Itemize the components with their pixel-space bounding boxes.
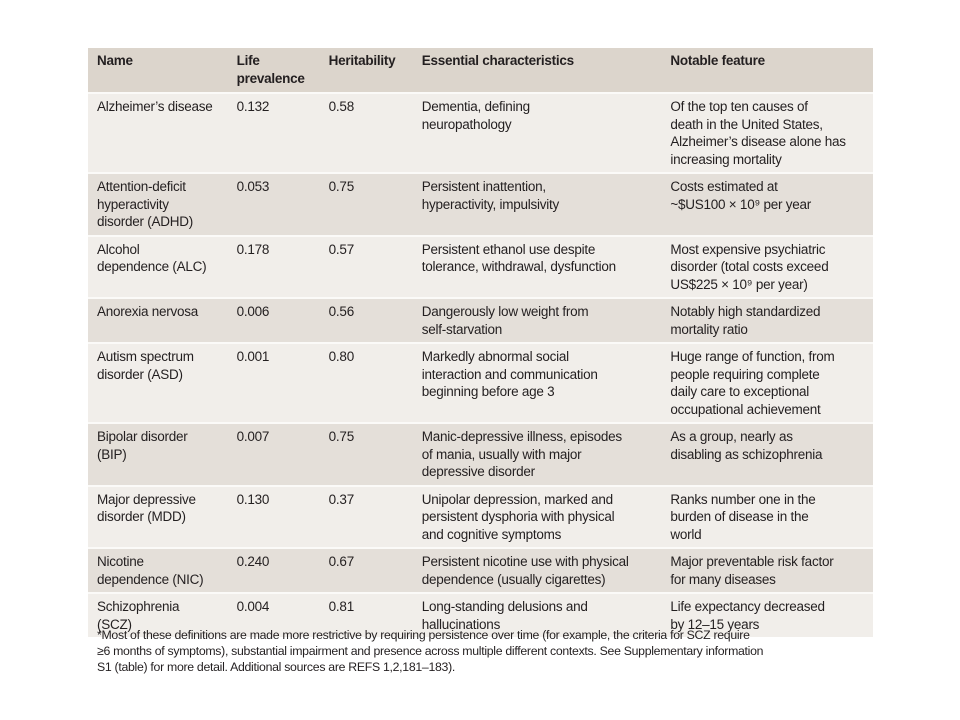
cell-essential: Markedly abnormal social interaction and… bbox=[412, 342, 662, 423]
cell-essential: Persistent inattention, hyperactivity, i… bbox=[412, 172, 662, 236]
table-row: Nicotine dependence (NIC) 0.240 0.67 Persis… bbox=[88, 547, 873, 593]
cell-name: Nicotine dependence (NIC) bbox=[88, 547, 228, 593]
cell-prevalence: 0.240 bbox=[227, 547, 320, 593]
header-heritability: Heritability bbox=[319, 48, 413, 93]
cell-essential: Persistent nicotine use with physical de… bbox=[412, 547, 662, 593]
cell-essential: Long-standing delusions and hallucinatio… bbox=[412, 592, 662, 637]
table-row: Schizophrenia (SCZ) 0.004 0.81 Long-standin… bbox=[88, 592, 873, 637]
cell-prevalence: 0.007 bbox=[227, 422, 320, 486]
cell-name: Attention-deficit hyperactivity disorder… bbox=[88, 172, 228, 236]
cell-heritability: 0.57 bbox=[319, 234, 413, 298]
cell-prevalence: 0.130 bbox=[227, 484, 320, 548]
header-essential-characteristics: Essential characteristics bbox=[412, 48, 662, 93]
cell-essential: Dementia, defining neuropathology bbox=[412, 92, 662, 173]
cell-heritability: 0.75 bbox=[319, 172, 413, 236]
table-row: Anorexia nervosa 0.006 0.56 Dangerously low… bbox=[88, 297, 873, 343]
cell-heritability: 0.58 bbox=[319, 92, 413, 173]
cell-prevalence: 0.053 bbox=[227, 172, 320, 236]
cell-name: Bipolar disorder (BIP) bbox=[88, 422, 228, 486]
cell-notable: Most expensive psychiatric disorder (tot… bbox=[661, 234, 873, 298]
cell-notable: Ranks number one in the burden of diseas… bbox=[661, 484, 873, 548]
table-row: Alcohol dependence (ALC) 0.178 0.57 Persist… bbox=[88, 234, 873, 298]
cell-notable: Huge range of function, from people requ… bbox=[661, 342, 873, 423]
cell-notable: Of the top ten causes of death in the Un… bbox=[661, 92, 873, 173]
table-row: Attention-deficit hyperactivity disorder… bbox=[88, 172, 873, 236]
cell-essential: Persistent ethanol use despite tolerance… bbox=[412, 234, 662, 298]
cell-essential: Unipolar depression, marked and persiste… bbox=[412, 484, 662, 548]
cell-notable: Notably high standardized mortality rati… bbox=[661, 297, 873, 343]
cell-prevalence: 0.178 bbox=[227, 234, 320, 298]
table-row: Major depressive disorder (MDD) 0.130 0.37… bbox=[88, 484, 873, 548]
header-life-prevalence: Life prevalence bbox=[227, 48, 320, 93]
cell-heritability: 0.75 bbox=[319, 422, 413, 486]
cell-notable: As a group, nearly as disabling as schiz… bbox=[661, 422, 873, 486]
cell-notable: Costs estimated at ~$US100 × 10⁹ per yea… bbox=[661, 172, 873, 236]
cell-name: Alzheimer’s disease bbox=[88, 92, 228, 173]
cell-name: Autism spectrum disorder (ASD) bbox=[88, 342, 228, 423]
cell-name: Anorexia nervosa bbox=[88, 297, 228, 343]
cell-name: Major depressive disorder (MDD) bbox=[88, 484, 228, 548]
header-row: Name Life prevalence Heritability Essent… bbox=[88, 48, 873, 93]
footnote: *Most of these definitions are made more… bbox=[97, 628, 764, 674]
cell-prevalence: 0.132 bbox=[227, 92, 320, 173]
table-row: Autism spectrum disorder (ASD) 0.001 0.80 M… bbox=[88, 342, 873, 423]
cell-heritability: 0.56 bbox=[319, 297, 413, 343]
header-name: Name bbox=[88, 48, 228, 93]
cell-prevalence: 0.001 bbox=[227, 342, 320, 423]
cell-prevalence: 0.004 bbox=[227, 592, 320, 637]
cell-heritability: 0.81 bbox=[319, 592, 413, 637]
table-row: Bipolar disorder (BIP) 0.007 0.75 Manic-dep… bbox=[88, 422, 873, 486]
cell-name: Alcohol dependence (ALC) bbox=[88, 234, 228, 298]
cell-heritability: 0.67 bbox=[319, 547, 413, 593]
cell-name: Schizophrenia (SCZ) bbox=[88, 592, 228, 637]
cell-prevalence: 0.006 bbox=[227, 297, 320, 343]
cell-essential: Dangerously low weight from self-starvat… bbox=[412, 297, 662, 343]
cell-notable: Major preventable risk factor for many d… bbox=[661, 547, 873, 593]
table-row: Alzheimer’s disease 0.132 0.58 Dementia, de… bbox=[88, 92, 873, 173]
cell-essential: Manic-depressive illness, episodes of ma… bbox=[412, 422, 662, 486]
cell-heritability: 0.80 bbox=[319, 342, 413, 423]
cell-notable: Life expectancy decreased by 12–15 years bbox=[661, 592, 873, 637]
header-notable-feature: Notable feature bbox=[661, 48, 873, 93]
disorders-table: Name Life prevalence Heritability Essent… bbox=[88, 48, 873, 637]
cell-heritability: 0.37 bbox=[319, 484, 413, 548]
